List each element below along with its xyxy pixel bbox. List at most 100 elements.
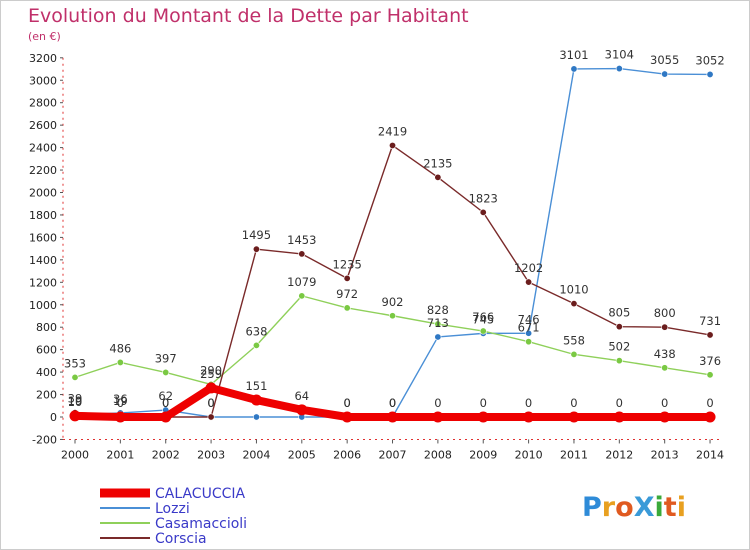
y-tick-label: 200 xyxy=(36,389,57,402)
data-label-casamaccioli: 972 xyxy=(336,287,358,301)
data-point-corscia xyxy=(298,250,306,258)
data-point-corscia xyxy=(479,208,487,216)
data-label-lozzi: 19 xyxy=(68,394,83,408)
data-point-casamaccioli xyxy=(661,364,669,372)
data-point-calacuccia xyxy=(69,410,81,422)
data-point-calacuccia xyxy=(477,411,489,423)
x-tick-label: 2012 xyxy=(605,448,633,461)
data-label-casamaccioli: 902 xyxy=(382,295,404,309)
y-tick-label: 800 xyxy=(36,321,57,334)
legend-label-corscia: Corscia xyxy=(155,531,207,547)
data-label-corscia: 0 xyxy=(207,396,214,410)
data-point-lozzi xyxy=(706,70,714,78)
data-label-corscia: 1495 xyxy=(242,228,271,242)
data-point-corscia xyxy=(706,331,714,339)
x-tick-label: 2006 xyxy=(333,448,361,461)
legend-label-lozzi: Lozzi xyxy=(155,501,190,517)
data-point-corscia xyxy=(389,141,397,149)
data-label-corscia: 731 xyxy=(699,314,721,328)
y-tick-label: 400 xyxy=(36,366,57,379)
data-label-lozzi: 745 xyxy=(472,312,494,326)
data-point-casamaccioli xyxy=(615,357,623,365)
data-label-lozzi: 62 xyxy=(158,389,173,403)
data-label-casamaccioli: 438 xyxy=(654,347,676,361)
data-label-casamaccioli: 558 xyxy=(563,333,585,347)
data-point-corscia xyxy=(434,173,442,181)
data-point-casamaccioli xyxy=(298,292,306,300)
data-point-calacuccia xyxy=(250,394,262,406)
data-label-corscia: 1823 xyxy=(469,191,498,205)
y-tick-label: 1800 xyxy=(29,209,57,222)
x-tick-label: 2003 xyxy=(197,448,225,461)
data-point-casamaccioli xyxy=(162,368,170,376)
data-label-corscia: 0 xyxy=(162,396,169,410)
data-label-calacuccia: 0 xyxy=(117,396,124,410)
data-label-calacuccia: 0 xyxy=(525,396,532,410)
data-point-casamaccioli xyxy=(570,350,578,358)
y-tick-label: 3200 xyxy=(29,52,57,65)
data-label-casamaccioli: 486 xyxy=(109,341,131,355)
data-point-lozzi xyxy=(661,70,669,78)
x-tick-label: 2002 xyxy=(152,448,180,461)
series-calacuccia xyxy=(69,382,716,423)
data-label-calacuccia: 0 xyxy=(343,396,350,410)
data-label-corscia: 2419 xyxy=(378,124,407,138)
data-point-calacuccia xyxy=(205,382,217,394)
x-tick-label: 2008 xyxy=(424,448,452,461)
data-point-lozzi xyxy=(615,65,623,73)
data-label-calacuccia: 0 xyxy=(616,396,623,410)
data-point-casamaccioli xyxy=(389,312,397,320)
data-label-calacuccia: 0 xyxy=(480,396,487,410)
y-tick-label: 1400 xyxy=(29,254,57,267)
data-label-calacuccia: 259 xyxy=(200,367,222,381)
y-tick-label: 1600 xyxy=(29,231,57,244)
data-point-calacuccia xyxy=(659,411,671,423)
data-label-calacuccia: 0 xyxy=(162,396,169,410)
data-label-casamaccioli: 290 xyxy=(200,363,222,377)
x-tick-label: 2010 xyxy=(515,448,543,461)
data-label-corscia: 800 xyxy=(654,306,676,320)
data-point-calacuccia xyxy=(341,411,353,423)
y-tick-label: 2400 xyxy=(29,142,57,155)
data-point-corscia xyxy=(615,323,623,331)
data-label-corscia: 1010 xyxy=(559,283,588,297)
x-tick-label: 2007 xyxy=(379,448,407,461)
data-label-casamaccioli: 502 xyxy=(608,340,630,354)
data-label-corscia: 805 xyxy=(608,306,630,320)
proxiti-logo: ProXiti xyxy=(582,492,686,523)
data-point-casamaccioli xyxy=(343,304,351,312)
data-label-corscia: 1453 xyxy=(287,233,316,247)
data-label-casamaccioli: 397 xyxy=(155,351,177,365)
y-tick-label: 2600 xyxy=(29,119,57,132)
data-point-corscia xyxy=(343,274,351,282)
data-point-lozzi xyxy=(434,333,442,341)
data-point-casamaccioli xyxy=(71,373,79,381)
data-label-lozzi: 713 xyxy=(427,316,449,330)
data-label-casamaccioli: 828 xyxy=(427,303,449,317)
data-label-lozzi: 0 xyxy=(343,396,350,410)
data-label-calacuccia: 0 xyxy=(389,396,396,410)
data-point-casamaccioli xyxy=(525,338,533,346)
x-tick-label: 2014 xyxy=(696,448,724,461)
data-point-calacuccia xyxy=(387,411,399,423)
data-label-lozzi: 3052 xyxy=(695,53,724,67)
data-point-calacuccia xyxy=(160,411,172,423)
x-tick-label: 2001 xyxy=(106,448,134,461)
data-point-casamaccioli xyxy=(252,341,260,349)
y-tick-label: 600 xyxy=(36,344,57,357)
series-layer xyxy=(69,65,716,423)
data-point-calacuccia xyxy=(296,404,308,416)
data-label-corscia: 2135 xyxy=(423,156,452,170)
data-label-calacuccia: 10 xyxy=(68,395,83,409)
data-label-casamaccioli: 376 xyxy=(699,354,721,368)
data-label-calacuccia: 0 xyxy=(570,396,577,410)
data-label-casamaccioli: 638 xyxy=(245,324,267,338)
y-tick-label: 0 xyxy=(50,411,57,424)
data-point-corscia xyxy=(207,413,215,421)
data-point-lozzi xyxy=(570,65,578,73)
x-tick-label: 2000 xyxy=(61,448,89,461)
data-label-calacuccia: 0 xyxy=(661,396,668,410)
data-label-calacuccia: 64 xyxy=(294,389,309,403)
